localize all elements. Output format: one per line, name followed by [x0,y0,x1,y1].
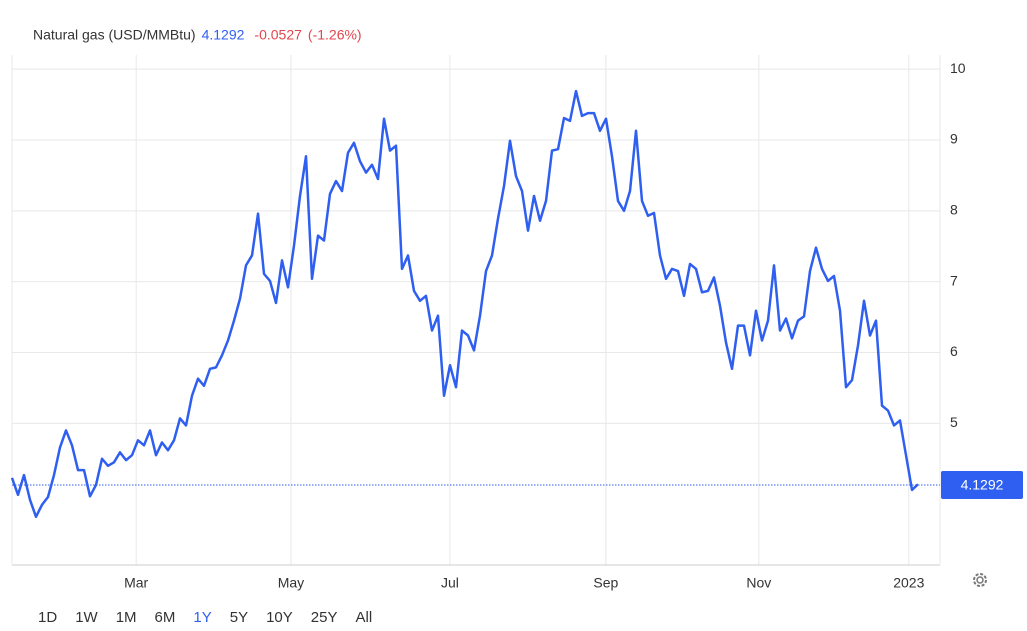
x-tick-label: May [278,575,304,591]
change: -0.0527 [254,27,302,43]
settings-icon[interactable] [973,573,987,587]
header: Natural gas (USD/MMBtu) 4.1292 -0.0527 (… [33,27,362,43]
range-button[interactable]: 1W [75,609,98,626]
y-tick-label: 7 [950,272,958,288]
range-button[interactable]: 1Y [193,609,211,626]
x-tick-label: Jul [441,575,459,591]
range-button[interactable]: 6M [155,609,176,626]
range-button[interactable]: 1D [38,609,57,626]
y-tick-label: 9 [950,131,958,147]
last-value: 4.1292 [202,27,245,43]
x-tick-label: 2023 [893,575,924,591]
x-tick-label: Nov [746,575,771,591]
range-button[interactable]: 25Y [311,609,338,626]
y-tick-label: 10 [950,60,966,76]
price-line [10,89,919,519]
range-button[interactable]: 1M [116,609,137,626]
x-tick-label: Mar [124,575,148,591]
y-tick-label: 5 [950,414,958,430]
range-button[interactable]: 5Y [230,609,248,626]
last-price-label: 4.1292 [961,477,1004,493]
range-button[interactable]: 10Y [266,609,293,626]
gear-outer [973,573,987,587]
y-tick-label: 8 [950,202,958,218]
chart-title: Natural gas (USD/MMBtu) [33,27,196,43]
x-tick-label: Sep [593,575,618,591]
y-tick-label: 6 [950,343,958,359]
last-price-box [941,471,1023,500]
gear-inner [976,576,984,584]
range-button[interactable]: All [356,609,373,626]
change-percent: (-1.26%) [308,27,362,43]
